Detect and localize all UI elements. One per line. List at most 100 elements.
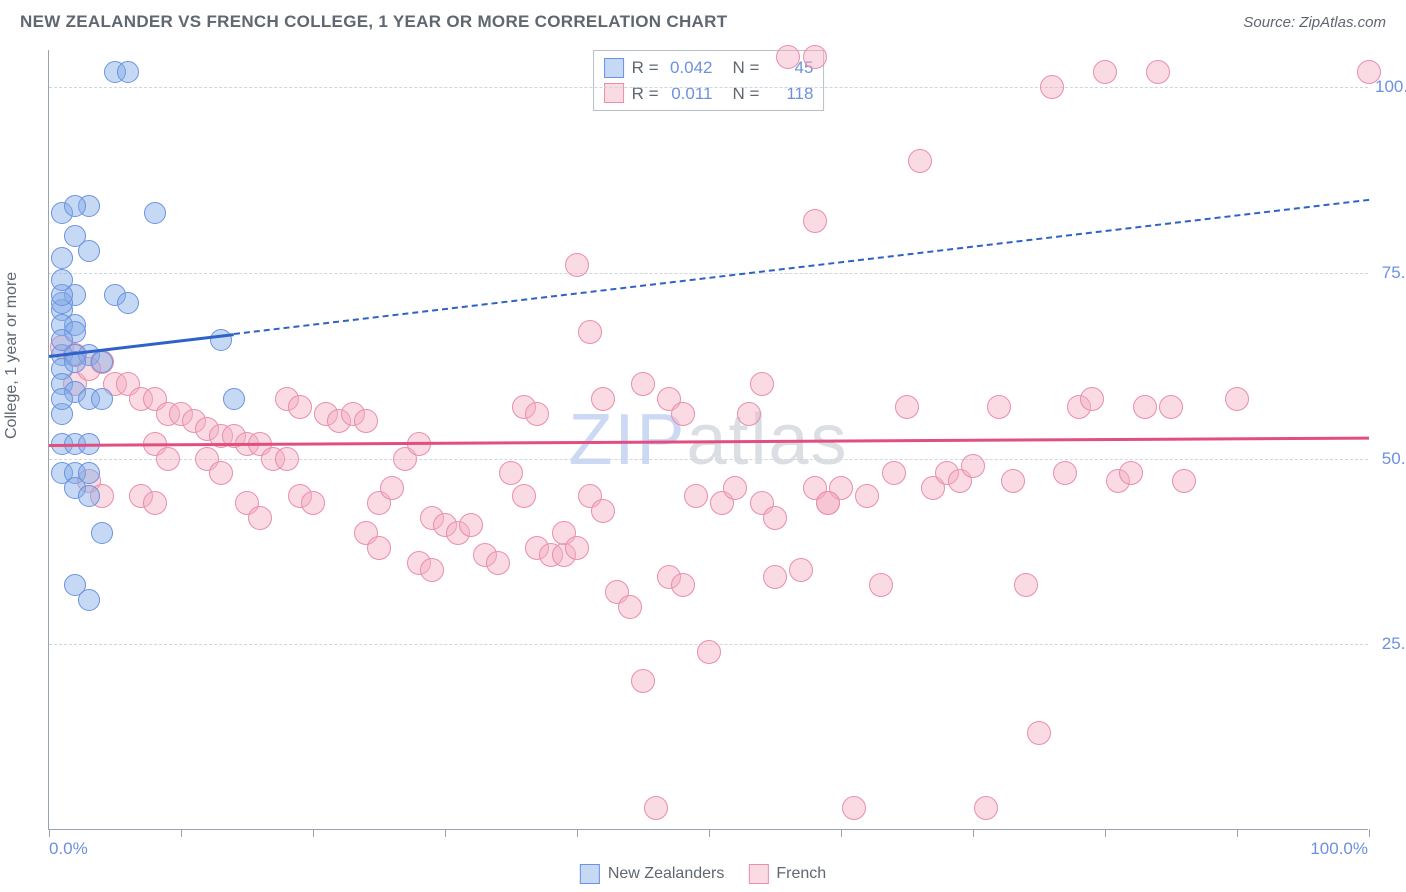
- scatter-point-fr: [763, 565, 787, 589]
- scatter-point-fr: [763, 506, 787, 530]
- scatter-point-fr: [1014, 573, 1038, 597]
- scatter-point-nz: [144, 202, 166, 224]
- scatter-point-nz: [117, 61, 139, 83]
- legend-label-nz: New Zealanders: [608, 865, 725, 883]
- correlation-row-fr: R = 0.011 N = 118: [604, 81, 814, 107]
- legend-label-fr: French: [776, 865, 826, 883]
- source-attribution: Source: ZipAtlas.com: [1243, 14, 1386, 31]
- source-name: ZipAtlas.com: [1299, 14, 1386, 31]
- scatter-point-fr: [354, 409, 378, 433]
- trendline-nz-dashed: [234, 199, 1369, 335]
- scatter-point-nz: [78, 485, 100, 507]
- scatter-point-fr: [1001, 469, 1025, 493]
- scatter-point-fr: [671, 402, 695, 426]
- scatter-point-fr: [1133, 395, 1157, 419]
- scatter-point-fr: [380, 476, 404, 500]
- scatter-point-fr: [367, 536, 391, 560]
- legend-item-nz: New Zealanders: [580, 864, 725, 884]
- x-tick: [841, 829, 842, 837]
- y-tick-label: 100.0%: [1375, 77, 1406, 97]
- y-axis-label: College, 1 year or more: [3, 272, 21, 439]
- scatter-point-fr: [697, 640, 721, 664]
- legend-swatch-nz: [580, 864, 600, 884]
- scatter-point-fr: [486, 551, 510, 575]
- x-max-label: 100.0%: [1310, 839, 1368, 859]
- scatter-point-fr: [565, 536, 589, 560]
- scatter-point-nz: [51, 329, 73, 351]
- scatter-point-fr: [644, 796, 668, 820]
- legend-item-fr: French: [748, 864, 826, 884]
- scatter-point-fr: [275, 447, 299, 471]
- scatter-point-nz: [91, 351, 113, 373]
- scatter-point-nz: [91, 522, 113, 544]
- scatter-point-fr: [1053, 461, 1077, 485]
- x-tick: [181, 829, 182, 837]
- scatter-point-fr: [908, 149, 932, 173]
- scatter-point-nz: [223, 388, 245, 410]
- scatter-point-fr: [737, 402, 761, 426]
- scatter-point-fr: [723, 476, 747, 500]
- scatter-point-fr: [882, 461, 906, 485]
- scatter-point-nz: [117, 292, 139, 314]
- scatter-point-fr: [895, 395, 919, 419]
- scatter-point-nz: [51, 247, 73, 269]
- scatter-point-fr: [618, 595, 642, 619]
- scatter-point-nz: [64, 195, 86, 217]
- r-label: R =: [632, 55, 659, 81]
- x-tick: [445, 829, 446, 837]
- scatter-point-nz: [51, 269, 73, 291]
- x-axis-labels: 0.0% 100.0%: [49, 839, 1368, 859]
- scatter-point-fr: [1093, 60, 1117, 84]
- scatter-point-nz: [78, 240, 100, 262]
- gridline: [49, 273, 1368, 274]
- scatter-point-fr: [512, 484, 536, 508]
- scatter-point-fr: [1146, 60, 1170, 84]
- x-tick: [709, 829, 710, 837]
- scatter-point-fr: [1040, 75, 1064, 99]
- scatter-point-fr: [803, 209, 827, 233]
- scatter-point-nz: [91, 388, 113, 410]
- gridline: [49, 459, 1368, 460]
- scatter-point-fr: [671, 573, 695, 597]
- r-label: R =: [632, 81, 659, 107]
- scatter-point-fr: [684, 484, 708, 508]
- x-tick: [577, 829, 578, 837]
- n-label: N =: [733, 55, 760, 81]
- scatter-point-fr: [776, 45, 800, 69]
- n-label: N =: [733, 81, 760, 107]
- scatter-point-fr: [1172, 469, 1196, 493]
- source-label: Source:: [1243, 14, 1299, 31]
- x-tick: [1237, 829, 1238, 837]
- y-tick-label: 50.0%: [1375, 449, 1406, 469]
- scatter-point-fr: [420, 558, 444, 582]
- y-tick-label: 25.0%: [1375, 634, 1406, 654]
- scatter-point-fr: [1225, 387, 1249, 411]
- scatter-point-fr: [143, 491, 167, 515]
- chart-title: NEW ZEALANDER VS FRENCH COLLEGE, 1 YEAR …: [20, 12, 727, 32]
- scatter-point-fr: [1027, 721, 1051, 745]
- scatter-point-fr: [591, 499, 615, 523]
- scatter-point-nz: [78, 589, 100, 611]
- scatter-point-fr: [459, 513, 483, 537]
- x-tick: [973, 829, 974, 837]
- legend-swatch-nz: [604, 58, 624, 78]
- scatter-point-fr: [789, 558, 813, 582]
- x-min-label: 0.0%: [49, 839, 88, 859]
- scatter-point-fr: [816, 491, 840, 515]
- scatter-point-fr: [525, 402, 549, 426]
- scatter-point-fr: [288, 395, 312, 419]
- scatter-point-fr: [842, 796, 866, 820]
- scatter-point-fr: [987, 395, 1011, 419]
- scatter-point-fr: [499, 461, 523, 485]
- n-value-fr: 118: [767, 81, 813, 107]
- scatter-point-fr: [1080, 387, 1104, 411]
- scatter-point-nz: [210, 329, 232, 351]
- scatter-point-fr: [869, 573, 893, 597]
- r-value-fr: 0.011: [667, 81, 713, 107]
- scatter-point-nz: [51, 388, 73, 410]
- scatter-point-fr: [301, 491, 325, 515]
- scatter-point-fr: [578, 320, 602, 344]
- scatter-point-fr: [803, 45, 827, 69]
- x-tick: [49, 829, 50, 837]
- legend-swatch-fr: [748, 864, 768, 884]
